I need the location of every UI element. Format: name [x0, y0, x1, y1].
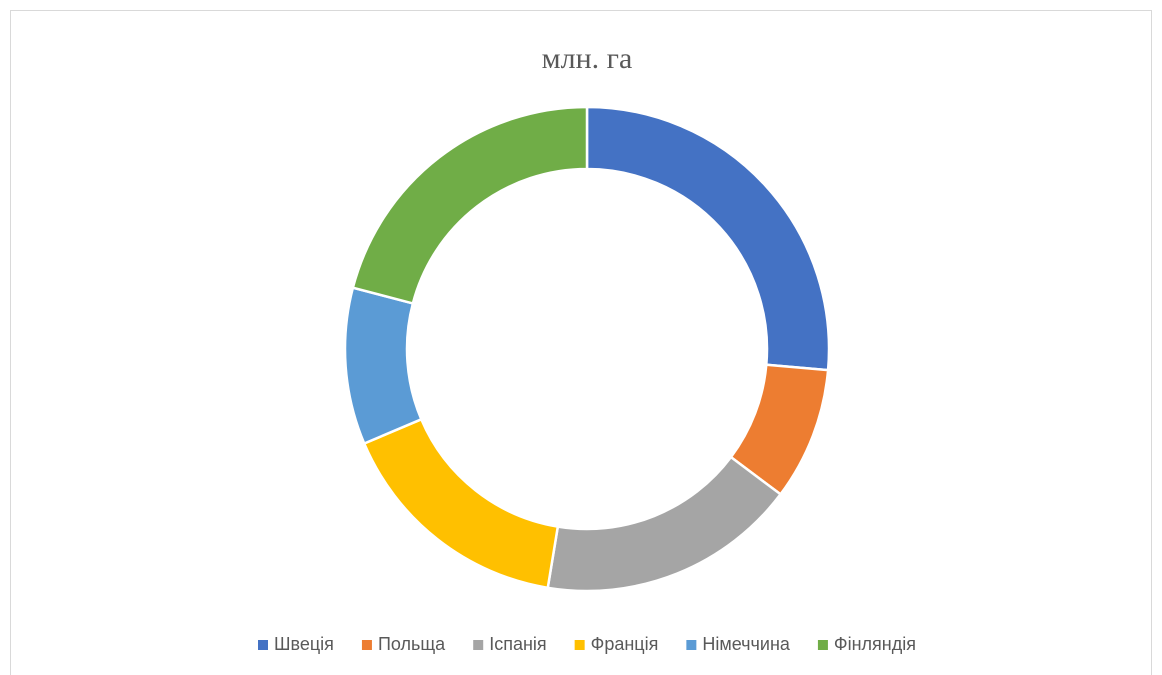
legend-swatch	[473, 640, 484, 650]
donut	[343, 105, 831, 593]
legend-label: Іспанія	[489, 634, 546, 654]
legend-label: Польща	[378, 634, 446, 654]
legend-swatch	[361, 640, 372, 650]
legend-label: Франція	[591, 634, 659, 654]
legend-label: Швеція	[274, 634, 334, 654]
legend-swatch	[258, 640, 268, 650]
legend-swatch	[817, 640, 828, 650]
chart-title: млн. га	[542, 42, 633, 75]
donut-slice	[351, 105, 589, 305]
legend-label: Фінляндія	[834, 634, 916, 654]
legend: Швеція Польща Іспанія Франція Німеччина Фінля…	[258, 634, 916, 654]
legend-label: Німеччина	[702, 634, 791, 654]
legend-swatch	[574, 640, 585, 650]
legend-swatch	[686, 640, 697, 650]
